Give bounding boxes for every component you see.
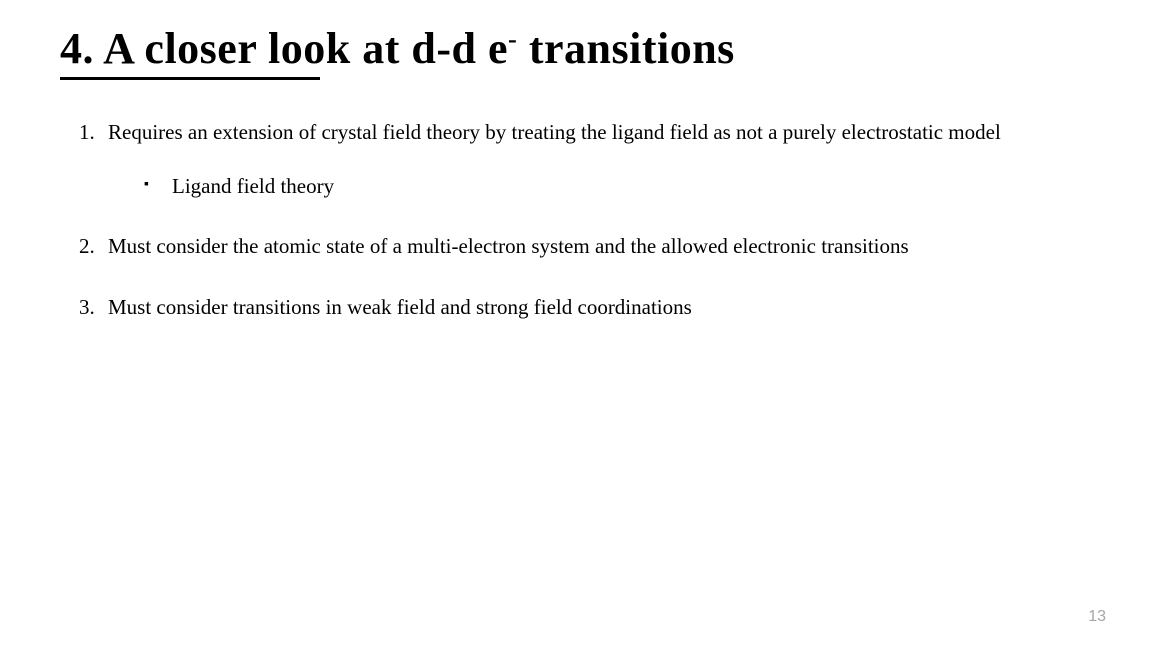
list-item: Must consider the atomic state of a mult… (100, 232, 1092, 260)
list-item: Must consider transitions in weak field … (100, 293, 1092, 321)
list-item-text: Must consider the atomic state of a mult… (108, 234, 909, 258)
title-prefix: 4. A closer look at d-d e (60, 24, 508, 73)
slide: 4. A closer look at d-d e- transitions R… (0, 0, 1152, 648)
list-item-text: Requires an extension of crystal field t… (108, 120, 1001, 144)
title-underline (60, 77, 320, 80)
slide-title: 4. A closer look at d-d e- transitions (60, 24, 1092, 75)
sub-list: Ligand field theory (108, 172, 1092, 200)
sub-list-item: Ligand field theory (144, 172, 1092, 200)
page-number: 13 (1088, 608, 1106, 626)
sub-list-item-text: Ligand field theory (172, 174, 334, 198)
main-list: Requires an extension of crystal field t… (60, 118, 1092, 321)
list-item-text: Must consider transitions in weak field … (108, 295, 692, 319)
title-superscript: - (508, 23, 517, 53)
title-suffix: transitions (517, 24, 734, 73)
list-item: Requires an extension of crystal field t… (100, 118, 1092, 201)
